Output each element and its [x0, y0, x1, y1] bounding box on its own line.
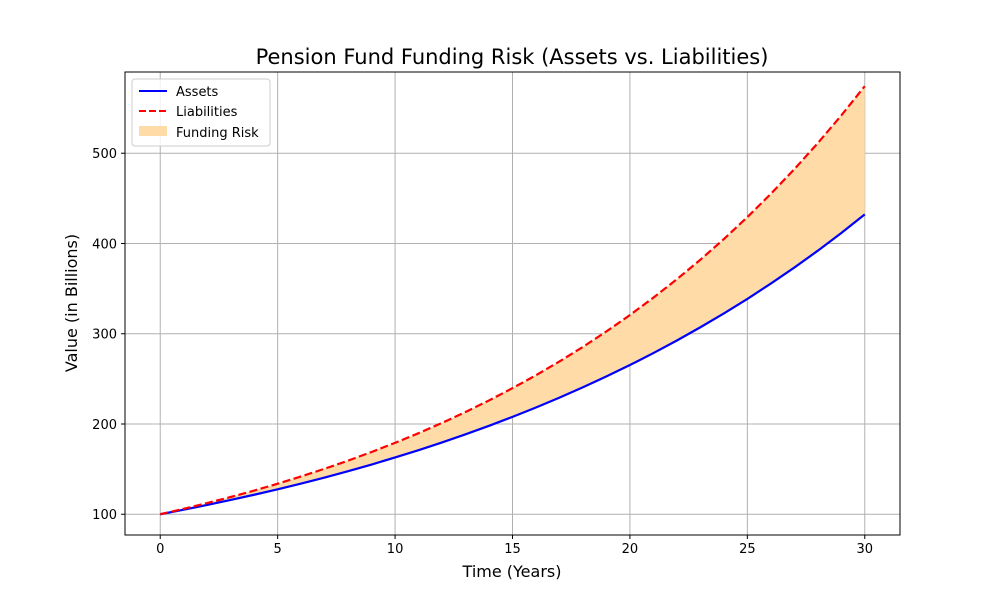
x-tick-label: 5 — [274, 542, 282, 557]
x-axis-ticks: 0 5 10 15 20 25 30 — [156, 535, 873, 557]
funding-risk-area — [160, 86, 865, 515]
y-axis-ticks: 100 200 300 400 500 — [92, 147, 125, 523]
funding-risk-area-group — [160, 86, 865, 515]
chart-title: Pension Fund Funding Risk (Assets vs. Li… — [256, 45, 769, 69]
series-lines — [159, 85, 866, 516]
liabilities-line — [159, 85, 866, 516]
y-tick-label: 100 — [92, 508, 117, 523]
y-tick-label: 400 — [92, 237, 117, 252]
y-tick-label: 300 — [92, 328, 117, 343]
x-tick-label: 30 — [856, 542, 873, 557]
x-tick-label: 15 — [504, 542, 521, 557]
assets-line — [160, 213, 866, 516]
legend-funding-risk-label: Funding Risk — [176, 126, 259, 141]
legend-liabilities-label: Liabilities — [176, 105, 238, 120]
legend-assets-label: Assets — [176, 85, 219, 100]
x-tick-label: 10 — [387, 542, 404, 557]
x-tick-label: 25 — [739, 542, 756, 557]
legend: Assets Liabilities Funding Risk — [131, 78, 271, 147]
x-axis-label: Time (Years) — [462, 562, 562, 581]
y-axis-label: Value (in Billions) — [62, 234, 81, 372]
y-tick-label: 200 — [92, 418, 117, 433]
legend-funding-risk-swatch — [139, 126, 167, 136]
x-tick-label: 20 — [622, 542, 639, 557]
x-tick-label: 0 — [156, 542, 164, 557]
y-tick-label: 500 — [92, 147, 117, 162]
